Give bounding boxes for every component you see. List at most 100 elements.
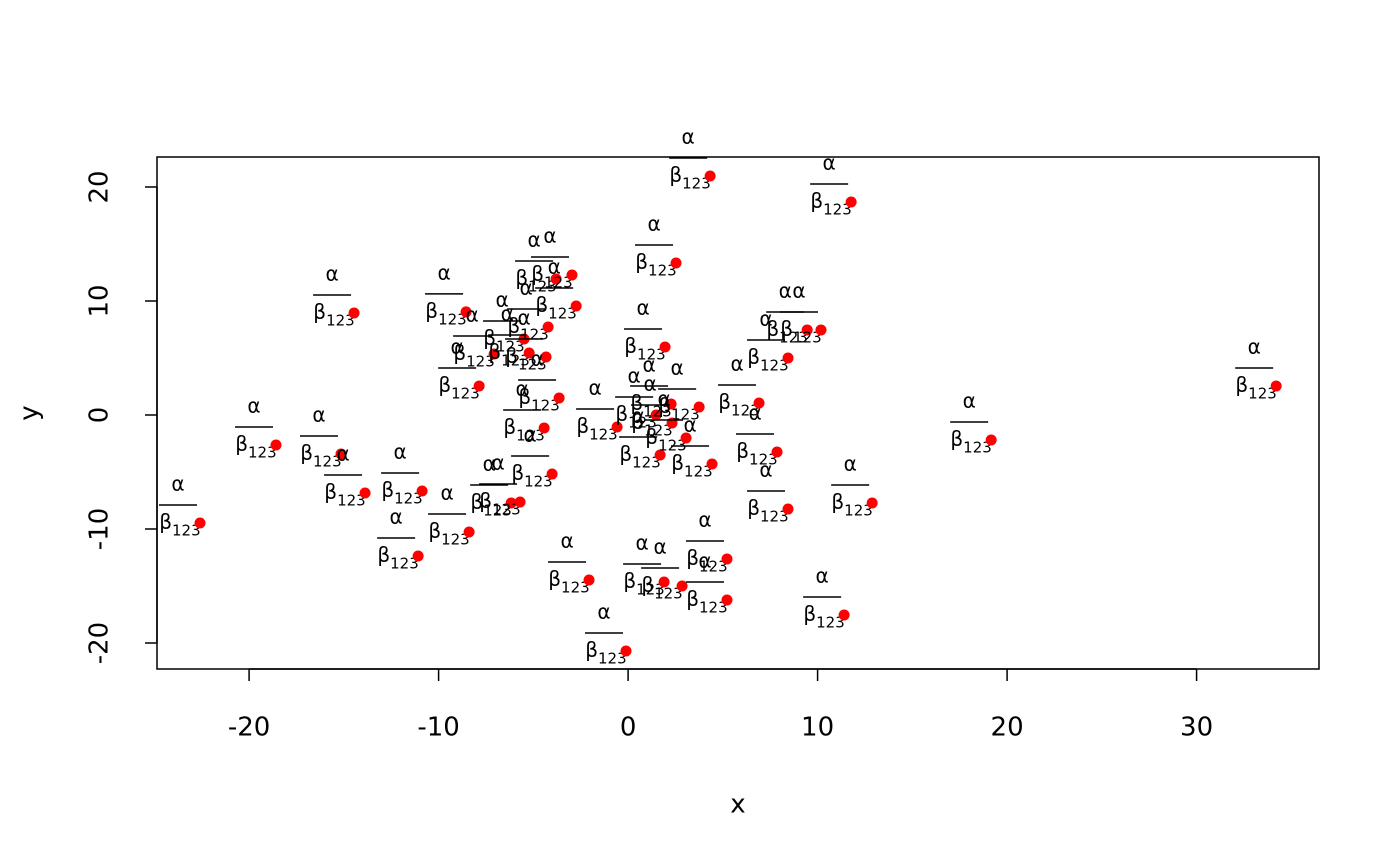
y-tick-label: 10 <box>85 284 115 317</box>
label-denominator: β <box>619 442 632 466</box>
label-denominator: β <box>658 394 671 418</box>
label-numerator: α <box>527 227 540 251</box>
point <box>538 422 550 434</box>
label-subscript: 123 <box>654 585 683 603</box>
label-subscript: 123 <box>492 500 521 518</box>
point <box>1270 380 1282 392</box>
label-subscript: 123 <box>172 521 201 539</box>
label-denominator: β <box>669 163 682 187</box>
label-subscript: 123 <box>483 502 512 520</box>
label-subscript: 123 <box>337 491 366 509</box>
label-numerator: α <box>683 413 696 437</box>
point-label: αβ 123 <box>483 287 525 355</box>
point <box>416 485 428 497</box>
point <box>845 196 857 208</box>
label-subscript: 123 <box>518 355 547 373</box>
label-numerator: α <box>441 480 454 504</box>
label-numerator: α <box>543 223 556 247</box>
label-numerator: α <box>516 376 529 400</box>
label-denominator: β <box>488 339 501 363</box>
label-subscript: 123 <box>248 443 277 461</box>
label-subscript: 123 <box>628 413 657 431</box>
label-numerator: α <box>491 450 504 474</box>
point <box>721 594 733 606</box>
label-subscript: 123 <box>520 325 549 343</box>
point-label: αβ 123 <box>766 278 808 346</box>
label-denominator: β <box>425 298 438 322</box>
label-numerator: α <box>524 423 537 447</box>
point <box>553 392 565 404</box>
label-subscript: 123 <box>699 557 728 575</box>
label-numerator: α <box>325 261 338 285</box>
label-denominator: β <box>686 587 699 611</box>
point-label: αβ 123 <box>479 450 521 518</box>
label-subscript: 123 <box>531 397 560 415</box>
label-denominator: β <box>641 573 654 597</box>
point <box>654 449 666 461</box>
label-subscript: 123 <box>496 337 525 355</box>
label-numerator: α <box>759 458 772 482</box>
label-numerator: α <box>632 404 645 428</box>
point-label: αβ 123 <box>624 296 666 364</box>
label-numerator: α <box>483 452 496 476</box>
point <box>583 574 595 586</box>
point <box>704 170 716 182</box>
label-denominator: β <box>313 299 326 323</box>
label-denominator: β <box>324 479 337 503</box>
point-label: αβ 123 <box>377 505 419 573</box>
point <box>546 468 558 480</box>
label-numerator: α <box>792 278 805 302</box>
label-subscript: 123 <box>544 273 573 291</box>
label-subscript: 123 <box>632 454 661 472</box>
point-label: αβ 123 <box>531 223 573 291</box>
label-numerator: α <box>451 335 464 359</box>
label-denominator: β <box>576 413 589 437</box>
point <box>463 526 475 538</box>
label-denominator: β <box>718 390 731 414</box>
x-tick-label: 30 <box>1180 713 1213 743</box>
point-label: αβ 123 <box>718 352 760 420</box>
label-denominator: β <box>623 569 636 593</box>
label-denominator: β <box>548 566 561 590</box>
label-denominator: β <box>950 426 963 450</box>
label-subscript: 123 <box>644 421 673 439</box>
point <box>570 300 582 312</box>
point <box>566 269 578 281</box>
point <box>412 550 424 562</box>
label-subscript: 123 <box>760 356 789 374</box>
label-numerator: α <box>394 440 407 464</box>
label-subscript: 123 <box>636 581 665 599</box>
point <box>782 352 794 364</box>
label-subscript: 123 <box>516 426 545 444</box>
label-subscript: 123 <box>589 425 618 443</box>
point-label: αβ 123 <box>780 278 822 346</box>
label-subscript: 123 <box>699 599 728 617</box>
label-denominator: β <box>747 496 760 520</box>
y-tick-label: 0 <box>85 407 115 424</box>
point-label: αβ 123 <box>535 255 577 323</box>
label-denominator: β <box>438 373 451 397</box>
label-numerator: α <box>548 255 561 279</box>
point <box>753 397 765 409</box>
label-denominator: β <box>505 343 518 367</box>
label-subscript: 123 <box>313 452 342 470</box>
x-tick-label: 20 <box>991 713 1024 743</box>
label-numerator: α <box>171 471 184 495</box>
point-label: αβ 123 <box>313 261 355 329</box>
point <box>542 321 554 333</box>
point <box>659 341 671 353</box>
label-numerator: α <box>466 303 479 327</box>
label-numerator: α <box>312 402 325 426</box>
label-numerator: α <box>657 387 670 411</box>
label-numerator: α <box>643 371 656 395</box>
label-subscript: 123 <box>731 402 760 420</box>
point-label: αβ 123 <box>635 212 677 280</box>
label-numerator: α <box>628 363 641 387</box>
y-tick-label: -10 <box>85 508 115 550</box>
label-numerator: α <box>682 125 695 149</box>
label-numerator: α <box>643 353 656 377</box>
point-label: αβ 123 <box>428 480 470 548</box>
point <box>473 380 485 392</box>
point <box>460 306 472 318</box>
label-subscript: 123 <box>528 277 557 295</box>
